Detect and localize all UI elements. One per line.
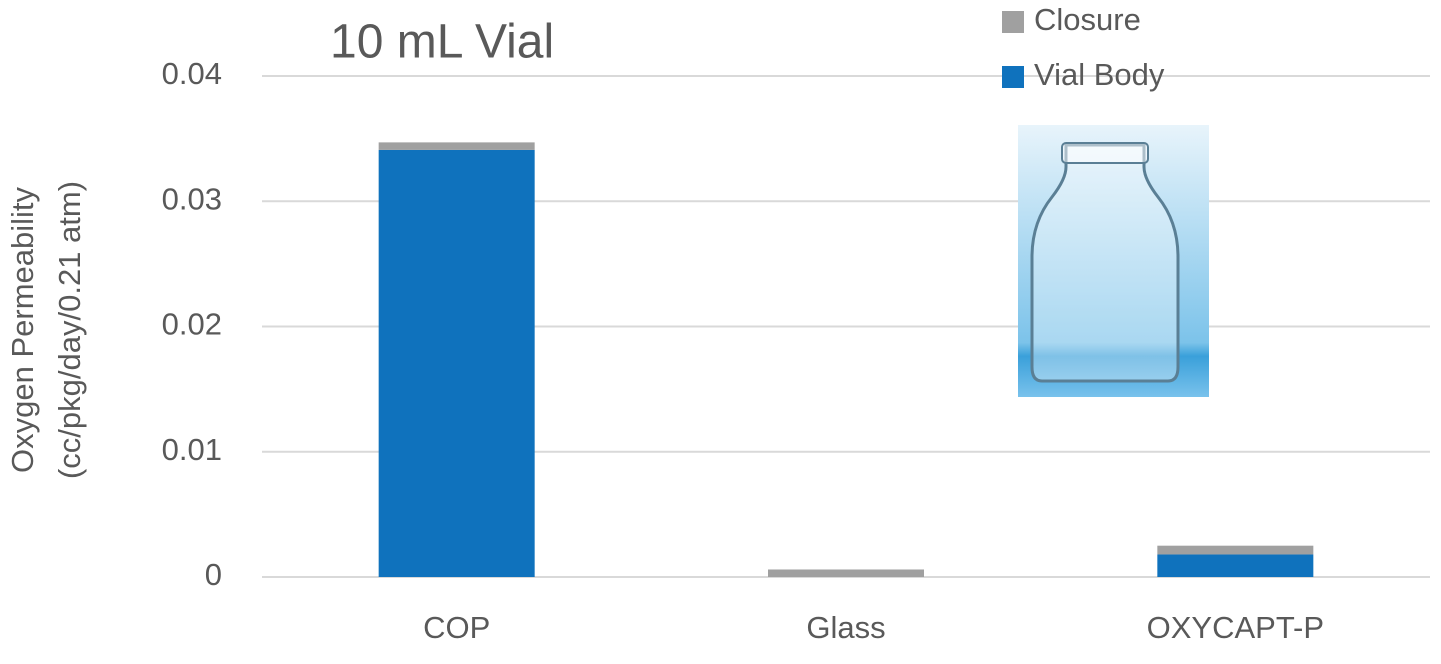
bar-segment [378,149,535,577]
x-tick-label: Glass [806,610,885,645]
x-tick-label: COP [423,610,490,645]
y-tick-label: 0.04 [162,56,222,91]
bar-segment [378,142,535,150]
legend-swatch [1002,66,1024,88]
legend-swatch [1002,11,1024,33]
y-tick-label: 0.03 [162,181,222,216]
bar-segment [1157,545,1314,555]
y-tick-label: 0.01 [162,432,222,467]
y-axis-label: Oxygen Permeability [5,186,40,473]
legend-label: Vial Body [1034,57,1165,92]
chart-title: 10 mL Vial [330,16,554,69]
y-tick-label: 0.02 [162,307,222,342]
y-tick-label: 0 [205,557,222,592]
vial-image [1018,125,1209,397]
y-axis-label: (cc/pkg/day/0.21 atm) [52,181,87,479]
bar-segment [768,569,924,577]
bar-segment [1157,554,1314,577]
x-tick-label: OXYCAPT-P [1147,610,1324,645]
legend-label: Closure [1034,2,1141,37]
